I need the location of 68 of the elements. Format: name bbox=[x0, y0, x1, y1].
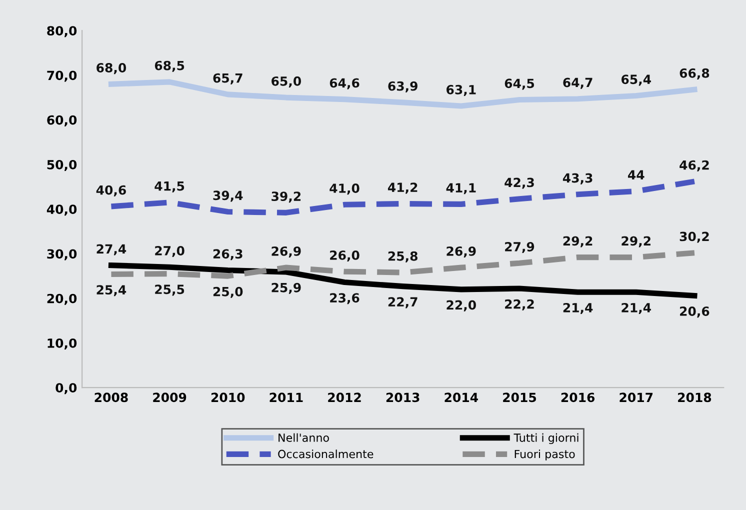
data-label: 63,1 bbox=[446, 84, 476, 96]
data-label: 46,2 bbox=[680, 160, 709, 172]
data-label: 68,5 bbox=[154, 60, 184, 72]
data-label: 39,4 bbox=[213, 190, 243, 202]
data-label: 65,4 bbox=[621, 74, 651, 86]
data-label: 27,4 bbox=[96, 244, 126, 256]
data-label: 41,5 bbox=[154, 181, 184, 192]
data-label: 21,4 bbox=[563, 302, 593, 314]
data-label: 21,4 bbox=[622, 302, 651, 314]
y-tick-label: 60,0 bbox=[47, 115, 77, 126]
legend-label: Tutti i giorni bbox=[514, 433, 578, 444]
x-tick-label: 2015 bbox=[503, 392, 536, 402]
x-tick-label: 2010 bbox=[211, 392, 245, 402]
y-tick-label: 40,0 bbox=[46, 204, 77, 216]
data-label: 27,0 bbox=[155, 246, 184, 258]
x-tick-label: 2014 bbox=[444, 392, 478, 402]
y-tick-label: 20,0 bbox=[47, 294, 77, 305]
legend-label: Fuori pasto bbox=[514, 450, 575, 460]
data-label: 64,6 bbox=[330, 78, 360, 90]
x-tick-label: 2013 bbox=[386, 392, 420, 402]
data-label: 20,6 bbox=[680, 306, 710, 318]
y-tick-label: 10,0 bbox=[48, 338, 77, 350]
data-label: 44 bbox=[628, 170, 644, 180]
data-label: 40,6 bbox=[96, 185, 126, 196]
data-label: 25,4 bbox=[96, 285, 126, 296]
data-label: 43,3 bbox=[562, 173, 592, 184]
data-label: 41,2 bbox=[388, 182, 418, 194]
data-label: 26,0 bbox=[330, 250, 360, 262]
y-tick-label: 50,0 bbox=[47, 160, 77, 171]
data-label: 64,5 bbox=[504, 78, 534, 90]
data-label: 64,7 bbox=[563, 78, 592, 89]
x-tick-label: 2017 bbox=[620, 392, 653, 402]
y-tick-label: 70,0 bbox=[47, 70, 77, 82]
data-label: 41,1 bbox=[446, 183, 476, 194]
x-tick-label: 2009 bbox=[153, 392, 186, 402]
data-label: 26,9 bbox=[272, 246, 301, 258]
data-label: 22,7 bbox=[388, 297, 418, 308]
data-label: 22,2 bbox=[505, 299, 534, 310]
data-label: 65,0 bbox=[272, 76, 302, 88]
x-tick-label: 2018 bbox=[678, 392, 712, 402]
x-tick-label: 2016 bbox=[561, 392, 595, 402]
data-label: 29,2 bbox=[563, 236, 592, 248]
data-label: 25,9 bbox=[272, 282, 301, 294]
data-label: 41,0 bbox=[330, 184, 360, 195]
legend-label: Nell'anno bbox=[278, 433, 329, 442]
data-label: 22,0 bbox=[446, 300, 476, 312]
y-tick-label: 80,0 bbox=[47, 26, 77, 38]
data-label: 25,5 bbox=[155, 284, 184, 296]
x-tick-label: 2012 bbox=[328, 392, 361, 402]
data-label: 30,2 bbox=[680, 232, 709, 243]
x-tick-label: 2011 bbox=[270, 392, 303, 402]
data-label: 39,2 bbox=[272, 192, 301, 203]
data-label: 42,3 bbox=[504, 178, 534, 189]
y-tick-label: 0,0 bbox=[56, 383, 77, 394]
data-label: 68,0 bbox=[96, 63, 126, 74]
legend-label: Occasionalmente bbox=[278, 450, 374, 458]
data-label: 66,8 bbox=[680, 68, 710, 80]
data-label: 23,6 bbox=[330, 293, 360, 304]
data-label: 65,7 bbox=[213, 73, 242, 84]
y-tick-label: 30,0 bbox=[47, 249, 77, 260]
data-label: 29,2 bbox=[622, 236, 650, 248]
x-tick-label: 2008 bbox=[94, 392, 128, 402]
data-label: 25,8 bbox=[388, 251, 418, 262]
data-label: 26,9 bbox=[446, 246, 476, 258]
data-label: 27,9 bbox=[505, 242, 534, 254]
data-label: 25,0 bbox=[213, 286, 243, 298]
data-label: 26,3 bbox=[213, 249, 242, 260]
data-label: 63,9 bbox=[388, 81, 418, 92]
